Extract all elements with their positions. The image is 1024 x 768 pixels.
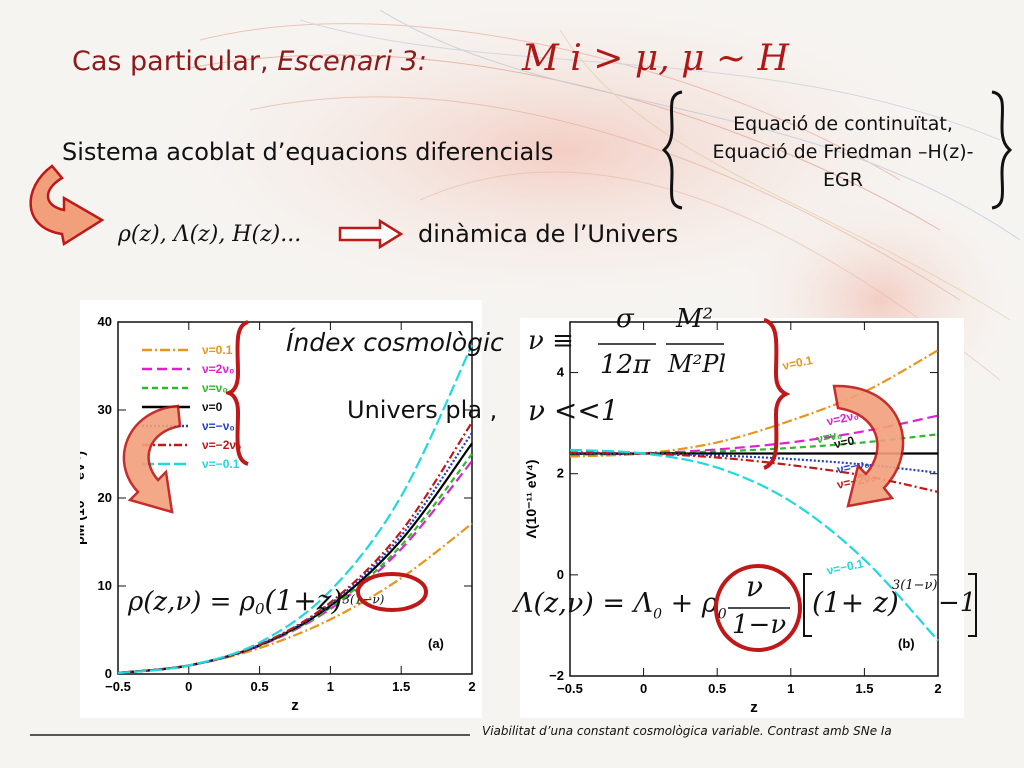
plot-a-ylabel: ρM (10⁻¹¹ eV⁴) xyxy=(80,451,87,545)
plot-b-ylabel: Λ(10⁻¹¹ eV⁴) xyxy=(523,460,539,539)
plot-a-ytick-label: 10 xyxy=(98,578,112,593)
legend-a-label-2: ν=ν₀ xyxy=(202,381,228,395)
sigma-num: σ xyxy=(616,304,634,334)
index-left-brace xyxy=(226,320,249,466)
right-curly-brace xyxy=(991,90,1012,210)
nu-small-math: ν <<1 xyxy=(528,394,619,427)
lambda-tail: −1 xyxy=(938,588,977,618)
lambda-subr: 0 xyxy=(717,606,727,623)
plot-a-ytick-label: 0 xyxy=(105,666,112,681)
plot-b-ytick-label: 0 xyxy=(557,567,564,582)
plot-a-ytick-label: 30 xyxy=(98,402,112,417)
footer-text: Viabilitat d’una constant cosmològica va… xyxy=(482,724,892,738)
mpl-sq-den: M²Pl xyxy=(668,350,727,378)
legend-a-label-3: ν=0 xyxy=(202,400,223,414)
legend-a-label-6: ν=−0.1 xyxy=(202,457,240,471)
plot-b-xtick-label: 1 xyxy=(787,681,794,696)
plot-b-ytick-label: 2 xyxy=(557,466,564,481)
rho-exponent-circle xyxy=(356,572,428,612)
rho-sub: 0 xyxy=(254,600,265,619)
plot-b-series-label-3: ν=0 xyxy=(833,433,856,451)
plot-b-series-line-4 xyxy=(569,451,939,474)
rho-rest: (1+z) xyxy=(264,584,343,617)
legend-a-label-4: ν=−ν₀ xyxy=(202,419,235,433)
plot-b-frame xyxy=(569,321,939,677)
plot-b-xtick-label: 2 xyxy=(934,681,941,696)
legend-a-label-0: ν=0.1 xyxy=(202,343,233,357)
flat-universe-text: Univers pla , xyxy=(347,396,498,424)
lambda-lhs-text: Λ(z,ν) = Λ0 + ρ0 xyxy=(514,588,727,622)
legend-a-label-1: ν=2ν₀ xyxy=(202,362,234,376)
title-prefix: Cas particular, xyxy=(72,46,278,77)
plot-a-xtick-label: 1 xyxy=(327,679,334,694)
lambda-sub0: 0 xyxy=(653,606,662,623)
legend-a-label-5: ν=−2ν₀ xyxy=(202,438,241,452)
title-scenario: Escenari 3: xyxy=(277,46,427,77)
curved-arrow-b-icon xyxy=(832,384,905,508)
plot-b-ytick-label: −2 xyxy=(549,668,564,683)
right-arrow-icon xyxy=(338,218,404,250)
plot-b-series-line-2 xyxy=(569,433,939,456)
lambda-formula: Λ(z,ν) = Λ0 + ρ0 ν 1−ν (1+ z) 3(1−ν) −1 xyxy=(514,570,984,650)
rho-lhs: ρ(z,ν) = ρ xyxy=(128,587,255,617)
equations-list: Equació de continuïtat, Equació de Fried… xyxy=(676,110,1010,194)
rho-formula: ρ(z,ν) = ρ0(1+z)3(1−ν) xyxy=(128,584,428,634)
lambda-exp: 3(1−ν) xyxy=(892,578,938,593)
left-curly-brace xyxy=(662,90,683,210)
plot-a-ytick-label: 40 xyxy=(98,314,112,329)
plot-a-xtick-label: 0.5 xyxy=(251,679,269,694)
index-right-brace xyxy=(763,318,790,470)
plot-b-panel-label: (b) xyxy=(898,636,915,651)
m-sq-num: M² xyxy=(676,304,714,334)
plot-a-xtick-label: 1.5 xyxy=(392,679,410,694)
plot-b-xtick-label: 0 xyxy=(640,681,647,696)
lambda-plus: + ρ xyxy=(670,588,718,619)
plot-a-series-line-6 xyxy=(117,344,473,675)
plot-a-xtick-label: 0 xyxy=(185,679,192,694)
plot-b-ytick-label: 4 xyxy=(557,365,565,380)
plot-a-panel-label: (a) xyxy=(428,636,444,651)
curved-arrow-icon xyxy=(29,164,105,247)
lambda-lhs: Λ(z,ν) = Λ xyxy=(514,588,654,619)
plot-b-series-label-1: ν=2ν₀ xyxy=(825,408,860,428)
plot-b-xtick-label: 1.5 xyxy=(855,681,873,696)
equation-egr: EGR xyxy=(823,169,863,191)
lambda-num: ν xyxy=(746,570,764,603)
fraction-bars xyxy=(598,343,724,345)
plot-a-xtick-label: 2 xyxy=(468,679,475,694)
slide-title: Cas particular, Escenari 3: xyxy=(72,46,427,77)
nu-equiv: ν ≡ xyxy=(528,326,574,356)
plot-b-xtick-label: −0.5 xyxy=(557,681,583,696)
plot-a-series-line-2 xyxy=(117,453,473,674)
variables-math: ρ(z), Λ(z), H(z)... xyxy=(118,222,302,247)
lambda-formula-marks xyxy=(714,564,977,652)
plot-b-series-label-2: ν=ν₀ xyxy=(815,427,843,446)
plot-b-xlabel: z xyxy=(750,699,758,716)
dynamics-text: dinàmica de l’Univers xyxy=(418,220,679,248)
twelve-pi-den: 12π xyxy=(600,350,651,380)
plot-b-series-line-6 xyxy=(569,448,939,642)
lambda-bracket: (1+ z) xyxy=(812,586,899,619)
plot-a-xlabel: z xyxy=(291,697,299,714)
plot-b-series-label-0: ν=0.1 xyxy=(781,353,814,373)
lambda-den: 1−ν xyxy=(732,610,787,640)
index-text: Índex cosmològic xyxy=(286,328,504,357)
plot-a-ytick-label: 20 xyxy=(98,490,112,505)
title-condition-math: M i > μ, μ ~ H xyxy=(522,38,789,79)
curved-arrow-a-icon xyxy=(122,404,182,514)
plot-a-xtick-label: −0.5 xyxy=(105,679,131,694)
nu-definition-math: ν ≡ σ 12π M² M²Pl xyxy=(528,304,728,388)
system-text: Sistema acoblat d’equacions diferencials xyxy=(62,138,554,166)
equation-friedman: Equació de Friedman –H(z)- xyxy=(712,141,974,163)
plot-b: −0.5 0 0.5 1 1.5 2 −2 0 2 4 z Λ(10⁻¹¹ eV⁴) (b) ν=0.1 ν… xyxy=(520,318,964,718)
plot-a-series-line-4 xyxy=(117,432,473,674)
equation-continuity: Equació de continuïtat, xyxy=(733,113,953,135)
plot-b-xtick-label: 0.5 xyxy=(708,681,726,696)
